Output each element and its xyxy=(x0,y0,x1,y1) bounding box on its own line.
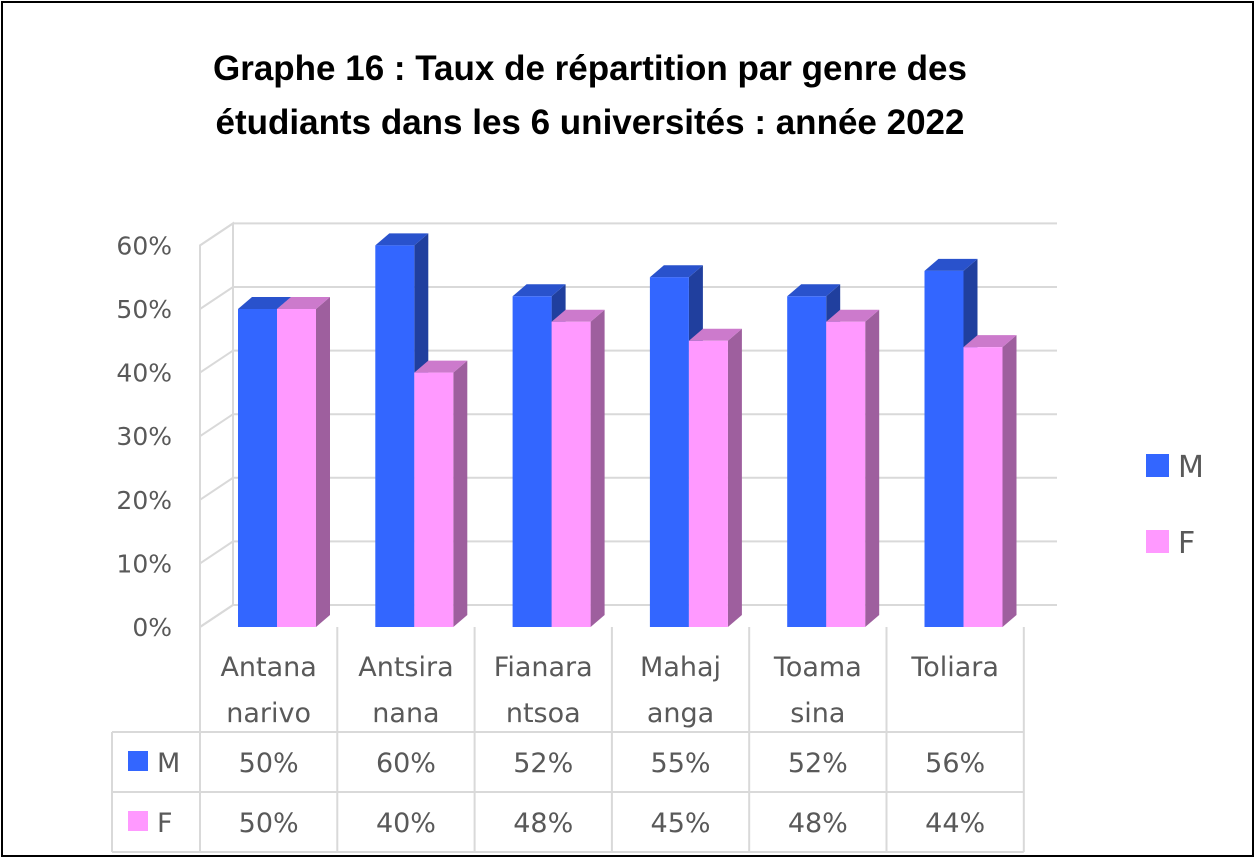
bar-side-f xyxy=(590,309,605,627)
data-label: 55% xyxy=(651,748,711,779)
data-label: 52% xyxy=(513,748,573,779)
category-label: Toliara xyxy=(910,652,999,683)
table-key-f xyxy=(128,811,148,831)
category-label: ntsoa xyxy=(506,698,581,729)
bar-f xyxy=(277,309,316,627)
bar-m xyxy=(375,245,415,627)
bar-top-m xyxy=(375,233,429,246)
gridline xyxy=(199,540,1057,565)
legend-label: F xyxy=(1178,526,1195,561)
y-tick-label: 50% xyxy=(116,295,172,324)
bar-top-m xyxy=(238,297,291,309)
gridline xyxy=(199,222,1057,247)
bar-top-f xyxy=(688,328,742,341)
category-label: sina xyxy=(790,698,845,729)
bar-top-f xyxy=(414,360,468,373)
bar-top-m xyxy=(924,258,978,271)
data-label: 56% xyxy=(925,748,985,779)
bar-top-f xyxy=(826,309,880,322)
category-label: Antana xyxy=(220,652,316,683)
data-label: 60% xyxy=(376,748,436,779)
gridline xyxy=(199,413,1057,438)
bar-top-f xyxy=(277,297,330,309)
bar-m xyxy=(649,277,689,627)
y-tick-label: 60% xyxy=(116,231,172,260)
gridline xyxy=(199,349,1057,374)
data-label: 50% xyxy=(239,748,299,779)
bar-f xyxy=(551,321,591,627)
data-label: 44% xyxy=(925,808,985,839)
bar-f xyxy=(688,340,728,627)
bar-side-f xyxy=(1002,335,1017,627)
data-label: 48% xyxy=(513,808,573,839)
table-series-name: M xyxy=(157,748,180,779)
legend-key-f xyxy=(1146,530,1169,553)
category-label: Fianara xyxy=(494,652,593,683)
category-label: Toama xyxy=(773,652,862,683)
bar-f xyxy=(414,372,454,627)
y-tick-label: 30% xyxy=(116,422,172,451)
legend-key-m xyxy=(1146,454,1169,477)
data-label: 52% xyxy=(788,748,848,779)
bar-side-f xyxy=(727,328,742,627)
category-label: nana xyxy=(372,698,439,729)
bar-f xyxy=(963,347,1003,627)
category-label: Mahaj xyxy=(640,652,721,683)
bar-m xyxy=(924,270,964,627)
y-tick-label: 0% xyxy=(132,613,172,642)
chart-title: Graphe 16 : Taux de répartition par genr… xyxy=(80,42,1100,150)
bar-top-m xyxy=(512,284,566,297)
bar-side-f xyxy=(865,309,880,627)
y-tick-label: 40% xyxy=(116,359,172,388)
y-tick-label: 20% xyxy=(116,486,172,515)
bar-top-f xyxy=(551,309,605,322)
bar-top-m xyxy=(649,265,703,278)
data-label: 40% xyxy=(376,808,436,839)
bar-m xyxy=(787,296,827,627)
chart-title-line-2: étudiants dans les 6 universités : année… xyxy=(215,103,965,142)
y-tick-label: 10% xyxy=(116,549,172,578)
table-key-m xyxy=(128,751,148,771)
bar-side-f xyxy=(453,360,468,627)
legend-label: M xyxy=(1178,450,1204,485)
category-label: anga xyxy=(647,698,714,729)
gridline xyxy=(199,476,1057,501)
bar-side-f xyxy=(316,297,330,627)
bar-m xyxy=(512,296,552,627)
data-label: 45% xyxy=(651,808,711,839)
gridline xyxy=(199,604,1057,628)
data-label: 50% xyxy=(239,808,299,839)
gridline xyxy=(199,286,1057,310)
bar-top-m xyxy=(787,284,841,297)
bar-m xyxy=(238,309,277,627)
bar-f xyxy=(826,321,866,627)
data-label: 48% xyxy=(788,808,848,839)
table-series-name: F xyxy=(157,808,173,839)
bar-top-f xyxy=(963,335,1017,348)
chart-title-line-1: Graphe 16 : Taux de répartition par genr… xyxy=(212,49,967,88)
category-label: narivo xyxy=(226,698,311,729)
category-label: Antsira xyxy=(358,652,453,683)
